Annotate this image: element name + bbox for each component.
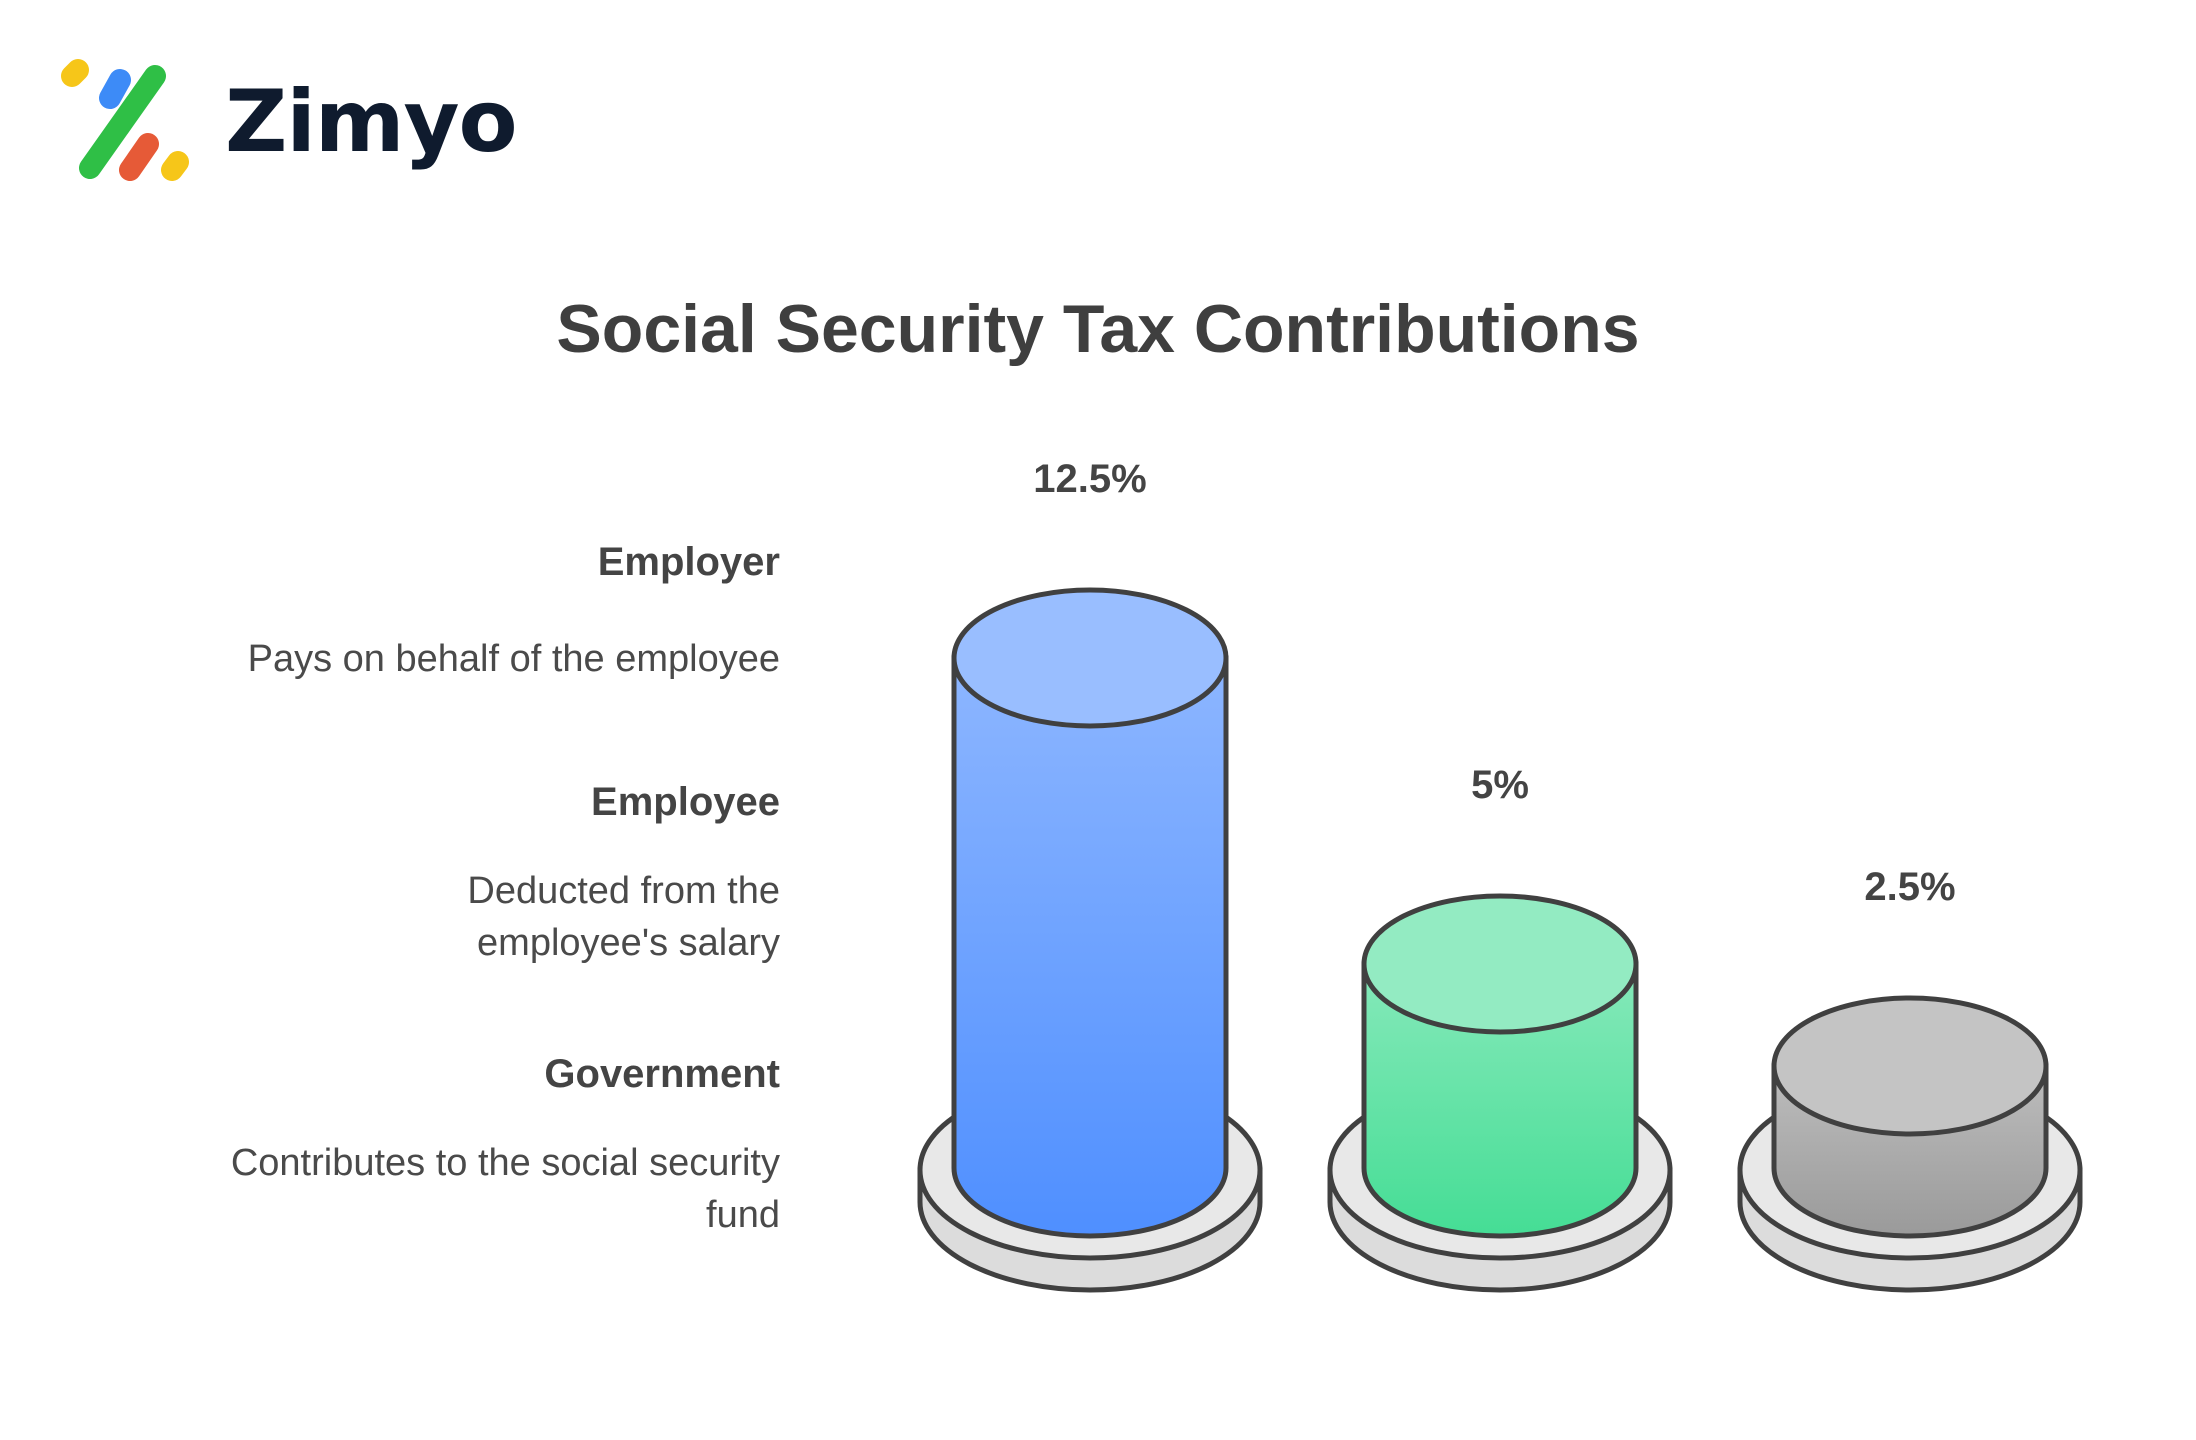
brand-logo: Zimyo	[60, 58, 540, 198]
brand-name: Zimyo	[225, 72, 518, 172]
bar-value-label: 12.5%	[1033, 457, 1146, 501]
legend-heading: Government	[544, 1052, 780, 1096]
bar-top	[1771, 995, 2049, 1137]
legend-entry-employee: Employee Deducted from the employee's sa…	[100, 780, 780, 969]
legend-heading: Employee	[591, 780, 780, 824]
legend-entry-government: Government Contributes to the social sec…	[100, 1052, 780, 1241]
bar-body	[1361, 961, 1639, 1239]
legend-description: Pays on behalf of the employee	[247, 638, 780, 680]
bar-government: 2.5%	[1737, 865, 2083, 1293]
bar-body	[951, 655, 1229, 1239]
bar-employee: 5%	[1327, 763, 1673, 1293]
bar-value-label: 5%	[1471, 763, 1529, 807]
bar-top	[1361, 893, 1639, 1035]
bar-employer: 12.5%	[917, 457, 1263, 1293]
legend-entry-employer: Employer Pays on behalf of the employee	[100, 540, 780, 685]
legend-description: Deducted from the employee's salary	[467, 870, 780, 964]
legend-heading: Employer	[597, 540, 780, 584]
legend-description: Contributes to the social security fund	[230, 1142, 780, 1236]
chart-title: Social Security Tax Contributions	[556, 291, 1640, 367]
bar-top	[951, 587, 1229, 729]
bar-value-label: 2.5%	[1864, 865, 1955, 909]
zimyo-logo-icon	[61, 59, 189, 181]
